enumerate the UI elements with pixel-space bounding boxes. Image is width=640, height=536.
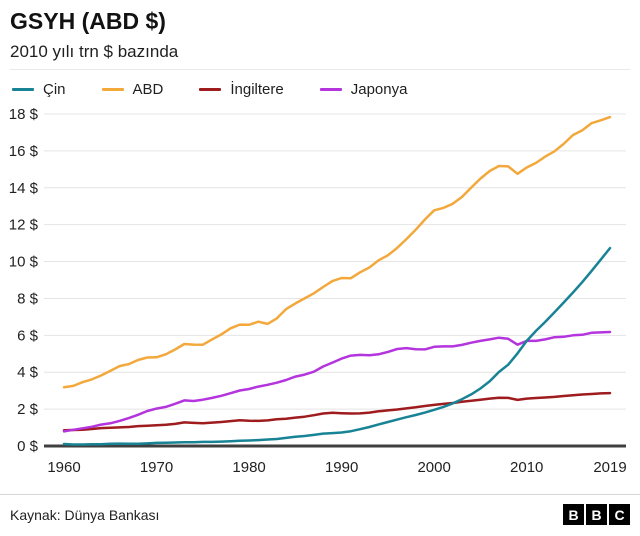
y-tick-label: 6 $ (17, 327, 39, 344)
legend-item-Çin: Çin (12, 81, 66, 98)
chart-subtitle: 2010 yılı trn $ bazında (10, 42, 179, 61)
y-tick-label: 14 $ (9, 180, 39, 197)
bbc-logo-letter: C (609, 504, 630, 525)
gdp-line-chart: 0 $ 2 $ 4 $ 6 $ 8 $ 10 $ 12 $ 14 $ 16 $ 18 $ 1960 1… (9, 106, 627, 476)
series-line-İngiltere (62, 391, 612, 432)
legend-item-Japonya: Japonya (319, 81, 408, 98)
y-tick-label: 12 $ (9, 217, 39, 234)
y-tick-label: 10 $ (9, 254, 39, 271)
series-line-ABD (62, 115, 612, 389)
x-tick-label: 1980 (232, 459, 265, 476)
header-divider (10, 69, 630, 70)
chart-header: GSYH (ABD $) 2010 yılı trn $ bazında (0, 6, 640, 69)
bbc-logo-letter: B (586, 504, 607, 525)
legend-swatch (199, 88, 222, 91)
y-tick-label: 8 $ (17, 290, 39, 307)
chart-title: GSYH (ABD $) (10, 8, 166, 34)
legend-label: Çin (43, 81, 66, 98)
x-tick-label: 2000 (417, 459, 450, 476)
y-tick-label: 2 $ (17, 401, 39, 418)
series-line-Japonya (62, 330, 612, 433)
source-label: Kaynak: Dünya Bankası (10, 506, 160, 523)
series-line-Çin (62, 246, 612, 446)
x-tick-label: 1960 (47, 459, 80, 476)
legend-swatch (101, 88, 124, 91)
y-tick-label: 16 $ (9, 143, 39, 160)
legend-label: Japonya (350, 81, 408, 98)
bbc-logo-letter: B (563, 504, 584, 525)
chart-legend: Çin ABD İngiltere Japonya (0, 70, 640, 98)
legend-swatch (12, 88, 34, 91)
y-tick-label: 0 $ (17, 438, 39, 455)
x-tick-label: 2019 (593, 459, 626, 476)
legend-swatch (319, 88, 342, 91)
y-tick-label: 4 $ (17, 364, 39, 381)
x-tick-label: 2010 (510, 459, 543, 476)
y-tick-label: 18 $ (9, 106, 39, 123)
legend-label: İngiltere (230, 81, 284, 98)
legend-item-İngiltere: İngiltere (199, 81, 284, 98)
x-tick-label: 1990 (325, 459, 358, 476)
x-tick-label: 1970 (140, 459, 173, 476)
legend-label: ABD (132, 81, 164, 98)
legend-item-ABD: ABD (101, 81, 164, 98)
